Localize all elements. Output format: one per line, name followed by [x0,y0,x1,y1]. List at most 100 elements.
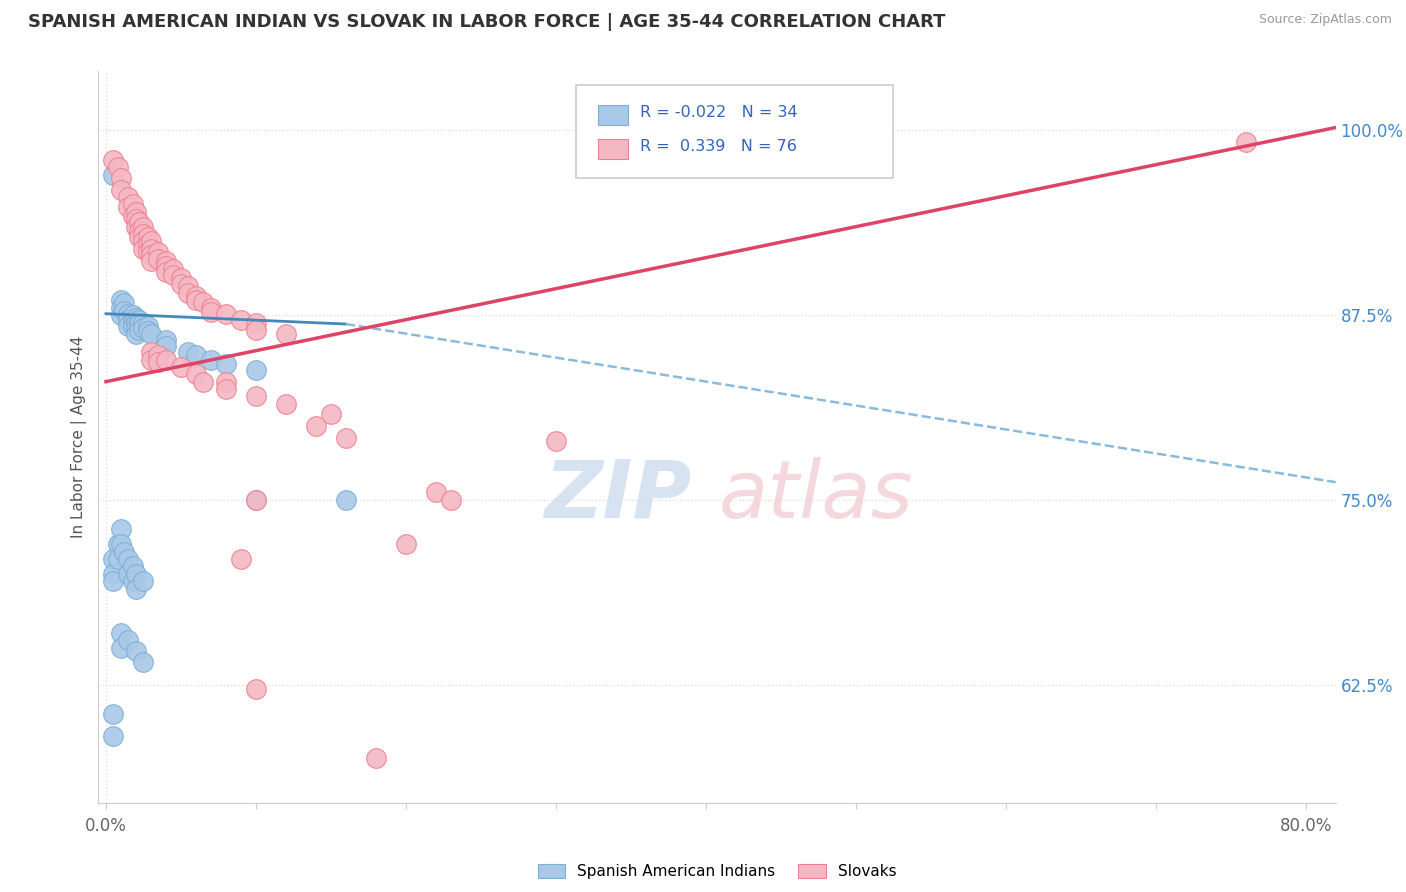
Point [544,434,567,448]
Point [117,552,139,566]
Point [117,307,139,321]
Point [184,289,207,303]
Point [112,303,135,318]
Point [132,242,155,256]
Point [128,312,150,326]
Point [162,268,184,283]
Point [110,183,132,197]
Point [139,345,162,359]
Point [155,352,177,367]
Point [148,355,170,369]
Point [245,681,267,696]
Point [139,235,162,249]
Point [184,348,207,362]
Point [274,397,297,411]
Point [122,318,145,333]
Point [148,252,170,266]
Point [215,375,238,389]
Point [132,219,155,234]
Point [128,230,150,244]
Text: atlas: atlas [718,457,914,534]
Point [245,323,267,337]
Legend: Spanish American Indians, Slovaks: Spanish American Indians, Slovaks [537,864,897,880]
Point [177,278,200,293]
Point [122,197,145,211]
Point [148,244,170,259]
Point [193,375,215,389]
Y-axis label: In Labor Force | Age 35-44: In Labor Force | Age 35-44 [72,336,87,538]
Point [103,729,125,743]
Text: R = -0.022   N = 34: R = -0.022 N = 34 [640,105,797,120]
Point [132,656,155,670]
Point [229,312,252,326]
Point [335,492,357,507]
Point [103,552,125,566]
Text: ZIP: ZIP [544,457,692,534]
Point [125,311,148,326]
Point [319,407,342,421]
Point [184,293,207,308]
Point [155,265,177,279]
Point [170,277,193,292]
Point [125,316,148,330]
Point [122,574,145,589]
Text: Source: ZipAtlas.com: Source: ZipAtlas.com [1258,13,1392,27]
Point [132,316,155,330]
Point [110,308,132,322]
Point [215,382,238,396]
Point [177,345,200,359]
Point [122,314,145,328]
Point [305,419,328,434]
Point [117,200,139,214]
Point [200,301,222,315]
Point [125,321,148,335]
Point [136,230,159,244]
Point [110,293,132,308]
Point [193,294,215,309]
Point [132,227,155,241]
Point [122,209,145,223]
Point [117,566,139,581]
Point [215,307,238,321]
Point [132,321,155,335]
Point [110,523,132,537]
Point [139,247,162,261]
Point [117,318,139,333]
Point [125,582,148,596]
Point [128,317,150,331]
Point [132,574,155,589]
Point [177,285,200,300]
Point [245,492,267,507]
Point [200,352,222,367]
Point [125,566,148,581]
Point [117,190,139,204]
Point [200,305,222,319]
Point [1234,136,1257,150]
Point [170,359,193,374]
Point [117,312,139,326]
Point [139,352,162,367]
Point [136,318,159,333]
Point [425,485,447,500]
Point [274,327,297,342]
Point [155,339,177,353]
Point [440,492,463,507]
Point [112,544,135,558]
Point [103,153,125,167]
Point [215,357,238,371]
Point [103,574,125,589]
Point [136,325,159,339]
Point [107,537,129,551]
Point [125,212,148,227]
Point [245,492,267,507]
Point [245,363,267,377]
Text: R =  0.339   N = 76: R = 0.339 N = 76 [640,139,797,153]
Point [132,235,155,249]
Point [103,707,125,722]
Point [103,168,125,182]
Point [128,224,150,238]
Point [395,537,418,551]
Point [117,633,139,648]
Point [110,170,132,185]
Point [122,559,145,574]
